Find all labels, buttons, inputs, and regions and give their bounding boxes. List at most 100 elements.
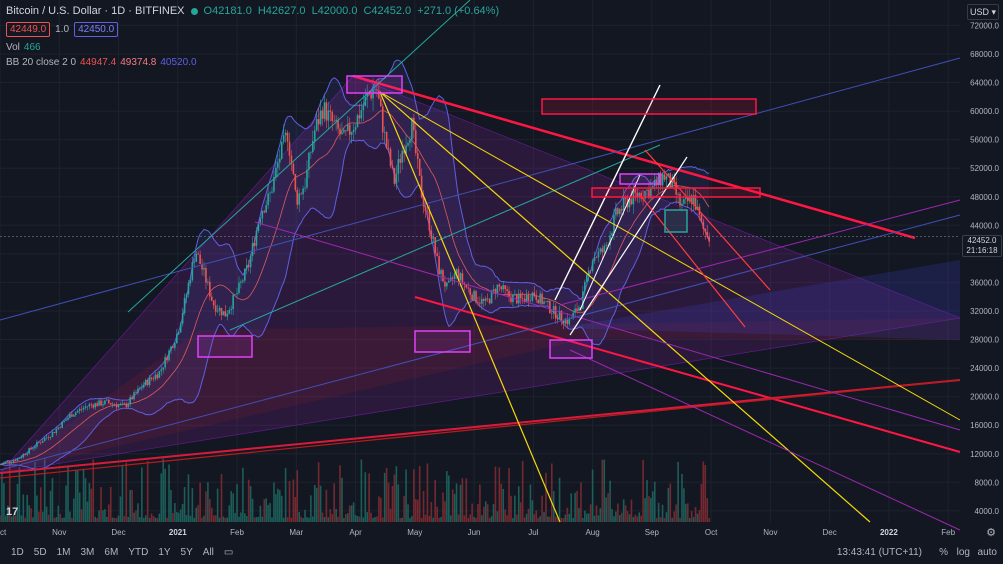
percent-toggle[interactable]: % (939, 547, 948, 558)
last-price: 42452.0 (967, 236, 997, 245)
y-tick-label: 64000.0 (970, 79, 999, 88)
candle-body (249, 255, 252, 268)
volume-bar (453, 493, 456, 522)
symbol-title[interactable]: Bitcoin / U.S. Dollar · 1D · BITFINEX (6, 5, 185, 17)
candle-body (111, 404, 114, 405)
tf-5d[interactable]: 5D (33, 547, 47, 558)
x-tick-label: Apr (349, 528, 362, 537)
volume-bar (407, 504, 409, 522)
volume-bar (545, 472, 547, 522)
currency-select[interactable]: USD ▾ (967, 4, 999, 20)
volume-bar (278, 490, 281, 522)
volume-bar (539, 516, 541, 522)
tf-1d[interactable]: 1D (11, 547, 24, 558)
candle-body (383, 132, 386, 133)
volume-label: Vol (6, 42, 20, 53)
volume-bar (409, 517, 411, 522)
candle-body (605, 245, 607, 247)
trend-line-red (0, 379, 961, 474)
candle-body (306, 169, 308, 188)
candle-body (389, 149, 392, 167)
log-toggle[interactable]: log (956, 547, 970, 558)
candle-body (113, 404, 116, 405)
volume-bar (40, 487, 42, 522)
volume-bar (574, 492, 576, 522)
volume-bar (341, 477, 343, 522)
tf-1m[interactable]: 1M (56, 547, 71, 558)
volume-bar (125, 462, 128, 522)
sell-button[interactable]: 42449.0 (6, 22, 51, 37)
candle-body (238, 282, 240, 294)
candle-body (636, 192, 639, 197)
volume-bar (603, 459, 606, 522)
candle-body (496, 284, 499, 295)
tf-all[interactable]: All (202, 547, 214, 558)
candle-body (690, 195, 693, 204)
candle-body (222, 311, 225, 316)
volume-bar (313, 484, 316, 522)
candle-body (533, 292, 536, 297)
volume-bar (397, 484, 400, 522)
tradingview-logo[interactable]: 17 (6, 506, 19, 518)
auto-toggle[interactable]: auto (977, 547, 997, 558)
candle-body (535, 296, 538, 300)
buy-button[interactable]: 42450.0 (74, 22, 119, 37)
volume-bar (481, 515, 483, 522)
volume-bar (642, 459, 644, 522)
volume-bar (36, 495, 38, 522)
volume-bar (20, 515, 23, 522)
volume-bar (385, 467, 388, 522)
candle-body (269, 192, 271, 194)
candle-body (55, 429, 58, 434)
volume-bar (578, 508, 580, 522)
tf-6m[interactable]: 6M (104, 547, 119, 558)
trend-line-blue (0, 57, 961, 321)
candle-body (245, 265, 248, 269)
candle-body (385, 132, 388, 149)
tf-1y[interactable]: 1Y (158, 547, 171, 558)
tf-3m[interactable]: 3M (80, 547, 95, 558)
candle-body (360, 110, 363, 119)
calendar-range-icon[interactable]: ▭ (223, 547, 234, 558)
volume-bar (471, 503, 473, 522)
rectangle-magenta (549, 339, 593, 359)
candle-body (453, 273, 456, 279)
gear-icon[interactable]: ⚙ (986, 527, 996, 539)
volume-bar (245, 516, 248, 522)
volume-bar (374, 517, 376, 522)
volume-bar (411, 516, 413, 522)
volume-bar (8, 461, 11, 522)
candle-body (0, 464, 1, 466)
rectangle-magenta (619, 173, 661, 185)
tf-ytd[interactable]: YTD (128, 547, 149, 558)
candle-body (282, 135, 285, 142)
volume-bar (207, 482, 209, 522)
volume-bar (300, 516, 302, 522)
candle-body (152, 378, 155, 380)
volume-bar (111, 517, 114, 522)
volume-bar (702, 461, 705, 522)
candle-body (210, 296, 213, 301)
candle-body (352, 129, 355, 133)
x-tick-label: Nov (763, 528, 777, 537)
candle-body (560, 310, 563, 321)
candle-body (230, 309, 233, 310)
bb-legend[interactable]: BB 20 close 2 0 44947.4 49374.8 40520.0 (6, 57, 197, 68)
volume-bar (593, 515, 596, 522)
volume-bar (317, 462, 320, 522)
volume-bar (234, 512, 236, 522)
volume-bar (442, 492, 444, 522)
candle-body (271, 191, 273, 193)
volume-bar (448, 475, 450, 522)
candle-body (280, 141, 283, 159)
volume-bar (6, 505, 9, 522)
volume-bar (203, 515, 205, 522)
clock-time[interactable]: 13:43:41 (UTC+11) (836, 547, 922, 558)
candle-body (49, 436, 52, 438)
volume-bar (543, 512, 545, 522)
volume-bar (364, 472, 367, 522)
volume-legend[interactable]: Vol 466 (6, 42, 41, 53)
tf-5y[interactable]: 5Y (180, 547, 193, 558)
volume-bar (630, 499, 633, 522)
